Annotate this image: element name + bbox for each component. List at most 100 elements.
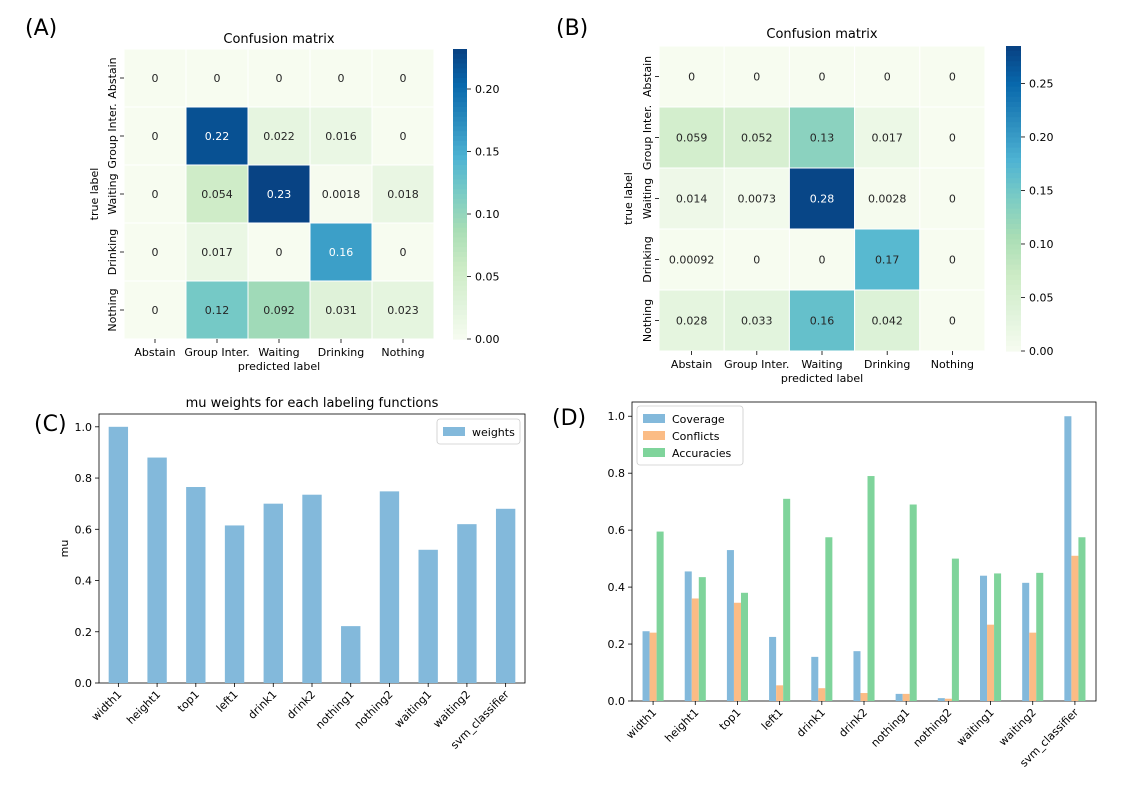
colorbar-segment — [453, 319, 467, 326]
bar — [147, 457, 167, 683]
colorbar-segment — [453, 310, 467, 316]
x-tick-label: Waiting — [258, 346, 299, 359]
colorbar-segment — [453, 281, 467, 287]
colorbar-segment — [1006, 213, 1021, 220]
y-tick-label: Nothing — [106, 288, 119, 331]
cell-value: 0 — [949, 315, 956, 328]
cell-value: 0.23 — [267, 188, 292, 201]
colorbar-segment — [453, 160, 467, 166]
colorbar-segment — [1006, 284, 1021, 291]
cell-value: 0 — [152, 72, 159, 85]
bar — [987, 624, 995, 701]
legend-swatch — [643, 448, 665, 457]
cell-value: 0 — [400, 246, 407, 259]
colorbar-segment — [453, 131, 467, 137]
y-tick-label: 0.2 — [608, 638, 626, 651]
bar — [937, 698, 945, 701]
legend-label: Accuracies — [672, 447, 732, 460]
colorbar-segment — [1006, 330, 1021, 337]
cell-value: 0.033 — [741, 315, 773, 328]
x-tick-label: top1 — [717, 706, 744, 733]
x-tick-label: Nothing — [931, 358, 974, 371]
x-tick-label: Drinking — [318, 346, 364, 359]
heatmap-cell — [247, 48, 311, 108]
cell-value: 0.0018 — [322, 188, 361, 201]
colorbar-segment — [1006, 162, 1021, 169]
cell-value: 0.054 — [201, 188, 233, 201]
bar — [1029, 632, 1037, 701]
cell-value: 0 — [884, 71, 891, 84]
y-tick-label: 0.8 — [608, 467, 626, 480]
legend-swatch — [443, 427, 465, 436]
bar — [740, 592, 748, 701]
cell-value: 0.017 — [871, 132, 903, 145]
mu-weights-bar-chart: mu weights for each labeling functions 0.… — [58, 396, 526, 752]
bar — [379, 491, 400, 683]
colorbar-segment — [1006, 223, 1021, 230]
cell-value: 0.023 — [387, 304, 419, 317]
colorbar-segment — [453, 184, 467, 190]
colorbar-segment — [453, 116, 467, 123]
colorbar-segment — [453, 111, 467, 118]
heatmap-cell — [371, 106, 435, 166]
panel-label-a: (A) — [25, 16, 57, 41]
colorbar-segment — [1006, 208, 1021, 215]
colorbar-segment — [453, 73, 467, 79]
x-tick-label: height1 — [124, 688, 163, 727]
y-tick-label: 0.6 — [608, 524, 626, 537]
colorbar-segment — [453, 285, 467, 292]
confusion-matrix-a: Confusion matrix 0 0 0 0 0 0 0.22 0.022 0.016 0 0 0.… — [88, 32, 500, 373]
colorbar-segment — [453, 82, 467, 89]
colorbar-tick-label: 0.20 — [1029, 131, 1054, 144]
y-tick-label: 1.0 — [608, 410, 626, 423]
colorbar-segment — [453, 145, 467, 152]
chart-title: Confusion matrix — [766, 27, 877, 42]
y-tick-label: 0.8 — [75, 472, 93, 485]
bar — [902, 693, 910, 701]
colorbar-segment — [453, 213, 467, 219]
colorbar-segment — [453, 290, 467, 297]
x-tick-label: left1 — [759, 706, 786, 733]
confusion-matrix-b: Confusion matrix 0 0 0 0 0 0.059 0.052 0.13 0.017… — [622, 27, 1054, 385]
heatmap-cell — [723, 106, 790, 169]
colorbar-segment — [1006, 310, 1021, 317]
bar — [649, 632, 657, 701]
colorbar-segment — [1006, 107, 1021, 113]
cell-value: 0.059 — [676, 132, 708, 145]
cell-value: 0 — [753, 71, 760, 84]
heatmap-cell — [185, 48, 249, 108]
heatmap-cell — [658, 228, 725, 291]
colorbar-segment — [1006, 122, 1021, 128]
y-tick-label: Group Inter. — [641, 105, 654, 170]
bar — [495, 508, 516, 683]
colorbar-segment — [453, 314, 467, 321]
cell-value: 0.16 — [810, 315, 835, 328]
cell-value: 0 — [338, 72, 345, 85]
bar — [951, 558, 959, 701]
x-tick-label: drink1 — [246, 688, 280, 722]
bar — [769, 636, 777, 701]
heatmap-cell — [788, 228, 856, 291]
colorbar-segment — [1006, 218, 1021, 225]
colorbar-segment — [1006, 157, 1021, 164]
heatmap-cell — [723, 167, 790, 230]
colorbar-segment — [1006, 152, 1021, 159]
x-tick-label: Group Inter. — [184, 346, 249, 359]
colorbar-segment — [1006, 127, 1021, 134]
colorbar-segment — [1006, 234, 1021, 240]
y-tick-label: Abstain — [106, 57, 119, 98]
cell-value: 0 — [400, 130, 407, 143]
x-tick-label: drink2 — [284, 688, 318, 722]
y-tick-label: Drinking — [106, 229, 119, 275]
x-tick-label: waiting1 — [392, 688, 435, 731]
colorbar-segment — [1006, 117, 1021, 123]
cell-value: 0.12 — [205, 304, 230, 317]
heatmap-cell — [919, 106, 986, 169]
y-tick-label: Waiting — [106, 173, 119, 214]
bar — [656, 531, 664, 701]
bar — [783, 498, 791, 701]
colorbar-segment — [1006, 86, 1021, 93]
y-tick-label: 0.4 — [608, 581, 626, 594]
cell-value: 0.0028 — [868, 193, 907, 206]
